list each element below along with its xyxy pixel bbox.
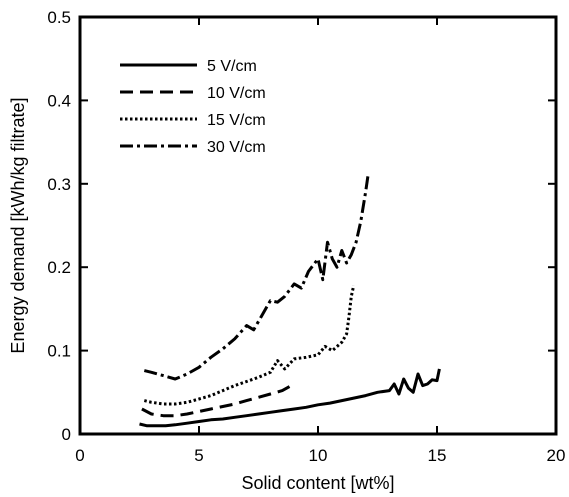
series-line-2 bbox=[141, 382, 295, 418]
legend: 5 V/cm 10 V/cm 15 V/cm 30 V/cm bbox=[120, 58, 266, 156]
y-axis-title: Energy demand [kWh/kg filtrate] bbox=[8, 97, 28, 353]
y-tick-label: 0.1 bbox=[47, 342, 71, 361]
x-tick-label: 20 bbox=[547, 446, 566, 465]
series-line-4 bbox=[143, 175, 370, 381]
y-tick-label: 0.3 bbox=[47, 175, 71, 194]
series-group bbox=[139, 175, 441, 428]
legend-label-2: 10 V/cm bbox=[207, 85, 266, 102]
y-tick-label: 0 bbox=[62, 425, 71, 444]
y-tick-label: 0.4 bbox=[47, 91, 71, 110]
legend-label-1: 5 V/cm bbox=[207, 58, 257, 75]
x-tick-label: 5 bbox=[194, 446, 203, 465]
x-axis-title: Solid content [wt%] bbox=[241, 473, 394, 493]
y-tick-label: 0.5 bbox=[47, 8, 71, 27]
x-tick-label: 15 bbox=[428, 446, 447, 465]
legend-label-4: 30 V/cm bbox=[207, 139, 266, 156]
series-line-1 bbox=[139, 368, 441, 428]
x-tick-label: 10 bbox=[309, 446, 328, 465]
legend-label-3: 15 V/cm bbox=[207, 112, 266, 129]
y-tick-label: 0.2 bbox=[47, 258, 71, 277]
x-tick-label: 0 bbox=[75, 446, 84, 465]
series-line-3 bbox=[143, 285, 356, 406]
axes: 0 5 10 15 20 0 0.1 0.2 0.3 0.4 0.5 Solid content [w… bbox=[8, 8, 565, 493]
